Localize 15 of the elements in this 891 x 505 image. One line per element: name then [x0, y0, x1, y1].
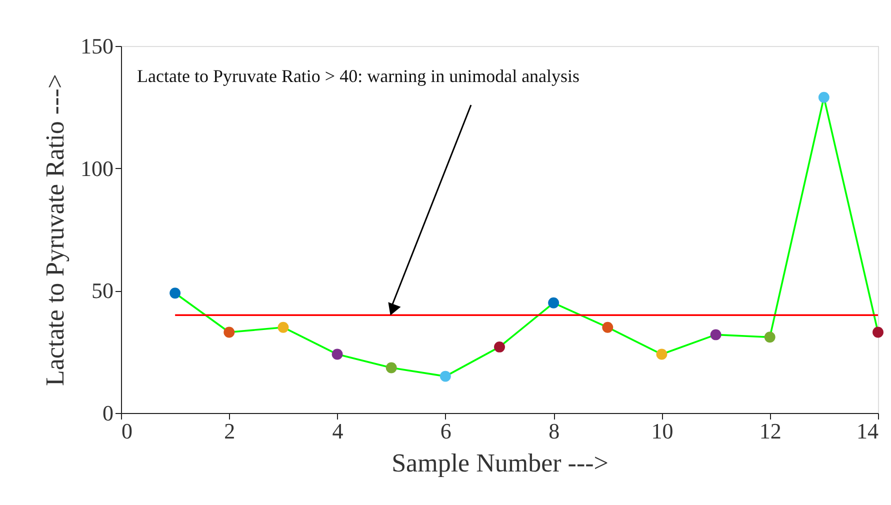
y-axis-title: Lactate to Pyruvate Ratio --->	[40, 74, 70, 386]
x-tick-label: 4	[332, 418, 344, 444]
y-tick-label: 50	[92, 278, 114, 304]
x-tick-label: 6	[440, 418, 452, 444]
x-tick-label: 8	[548, 418, 560, 444]
x-axis-title: Sample Number --->	[392, 448, 608, 478]
x-tick-label: 12	[759, 418, 782, 444]
annotation: Lactate to Pyruvate Ratio > 40: warning in unimodal analysis	[137, 66, 580, 86]
x-tick-label: 10	[651, 418, 674, 444]
x-tick-label: 0	[122, 418, 132, 444]
y-tick-label: 0	[102, 400, 114, 426]
y-tick-label: 150	[80, 34, 114, 58]
y-tick-label: 100	[80, 156, 114, 181]
x-tick-label: 2	[224, 418, 236, 444]
x-tick-label: 14	[856, 418, 878, 444]
